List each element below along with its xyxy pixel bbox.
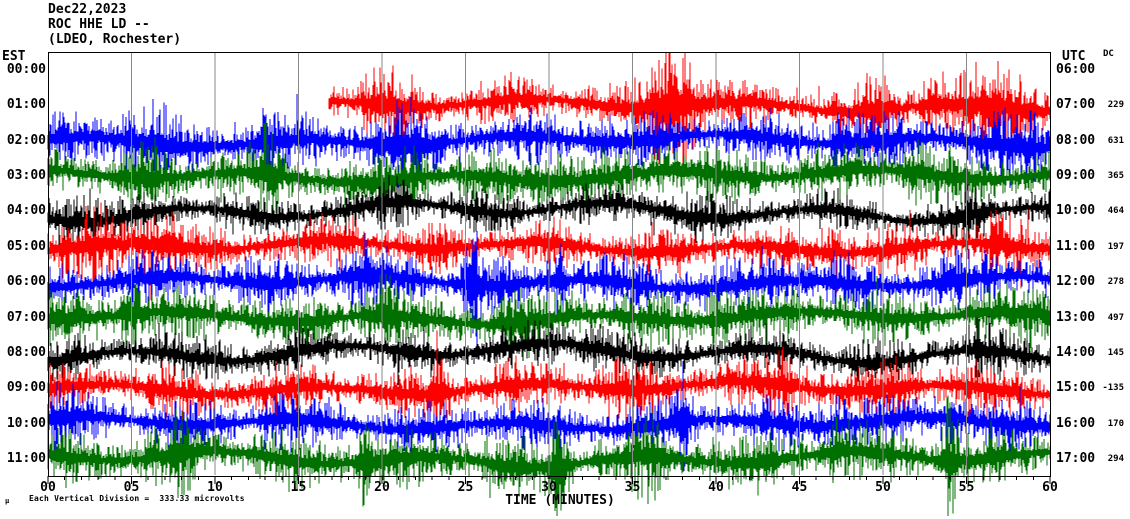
x-tick-label-40: 40 — [708, 480, 724, 495]
est-hour-label-4: 04:00 — [6, 203, 46, 219]
utc-hour-label-11: 17:00 — [1056, 450, 1096, 466]
dc-value-10: 170 — [1107, 418, 1124, 429]
utc-hour-label-5: 11:00 — [1056, 238, 1096, 254]
dc-value-2: 631 — [1107, 135, 1124, 146]
est-hour-label-8: 08:00 — [6, 344, 46, 360]
left-axis-label: EST — [2, 49, 26, 64]
dc-value-4: 464 — [1107, 206, 1124, 217]
utc-hour-label-3: 09:00 — [1056, 168, 1096, 184]
dc-value-6: 278 — [1107, 277, 1124, 288]
est-hour-label-3: 03:00 — [6, 168, 46, 184]
est-hour-label-10: 10:00 — [6, 415, 46, 431]
dc-value-7: 497 — [1107, 312, 1124, 323]
x-tick-label-00: 00 — [40, 480, 56, 495]
x-tick-label-20: 20 — [374, 480, 390, 495]
utc-hour-label-8: 14:00 — [1056, 344, 1096, 360]
x-tick-label-25: 25 — [457, 480, 474, 495]
date-title: Dec22,2023 — [48, 2, 127, 17]
est-hour-label-9: 09:00 — [6, 380, 46, 396]
dc-value-11: 294 — [1107, 453, 1124, 464]
dc-value-3: 365 — [1107, 171, 1124, 182]
utc-hour-label-4: 10:00 — [1056, 203, 1096, 219]
utc-hour-label-0: 06:00 — [1056, 62, 1096, 77]
est-hour-label-2: 02:00 — [6, 132, 46, 148]
utc-hour-label-2: 08:00 — [1056, 132, 1096, 148]
dc-value-1: 229 — [1107, 100, 1124, 111]
dc-column-header: DC — [1103, 49, 1114, 59]
utc-hour-label-10: 16:00 — [1056, 415, 1096, 431]
x-tick-label-60: 60 — [1042, 480, 1058, 495]
x-tick-label-50: 50 — [875, 480, 891, 495]
dc-value-8: 145 — [1107, 347, 1124, 358]
x-tick-label-55: 55 — [958, 480, 975, 495]
utc-hour-label-9: 15:00 — [1056, 380, 1096, 396]
x-tick-label-10: 10 — [207, 480, 223, 495]
est-hour-label-6: 06:00 — [6, 274, 46, 290]
est-hour-label-1: 01:00 — [6, 97, 46, 113]
network-title: (LDEO, Rochester) — [48, 32, 182, 47]
est-hour-label-7: 07:00 — [6, 309, 46, 325]
utc-hour-label-6: 12:00 — [1056, 274, 1096, 290]
x-tick-label-05: 05 — [123, 480, 140, 495]
x-tick-label-15: 15 — [290, 480, 307, 495]
x-tick-label-30: 30 — [541, 480, 557, 495]
utc-hour-label-1: 07:00 — [1056, 97, 1096, 113]
dc-value-5: 197 — [1107, 241, 1124, 252]
est-hour-label-5: 05:00 — [6, 238, 46, 254]
est-hour-label-0: 00:00 — [6, 62, 46, 77]
right-axis-label: UTC — [1062, 49, 1086, 64]
est-hour-label-11: 11:00 — [6, 450, 46, 466]
scale-footnote: Each Vertical Division = 333.33 microvol… — [29, 494, 245, 503]
x-axis-title: TIME (MINUTES) — [505, 493, 615, 508]
x-tick-label-35: 35 — [624, 480, 641, 495]
utc-hour-label-7: 13:00 — [1056, 309, 1096, 325]
station-title: ROC HHE LD -- — [48, 17, 150, 32]
five-minute-gridlines — [131, 53, 967, 475]
dc-value-9: -135 — [1102, 383, 1124, 394]
x-tick-label-45: 45 — [791, 480, 808, 495]
micro-mark: μ — [5, 497, 10, 505]
minute-tick-marks — [47, 476, 1051, 484]
trace-row-0700utc — [328, 53, 1051, 175]
